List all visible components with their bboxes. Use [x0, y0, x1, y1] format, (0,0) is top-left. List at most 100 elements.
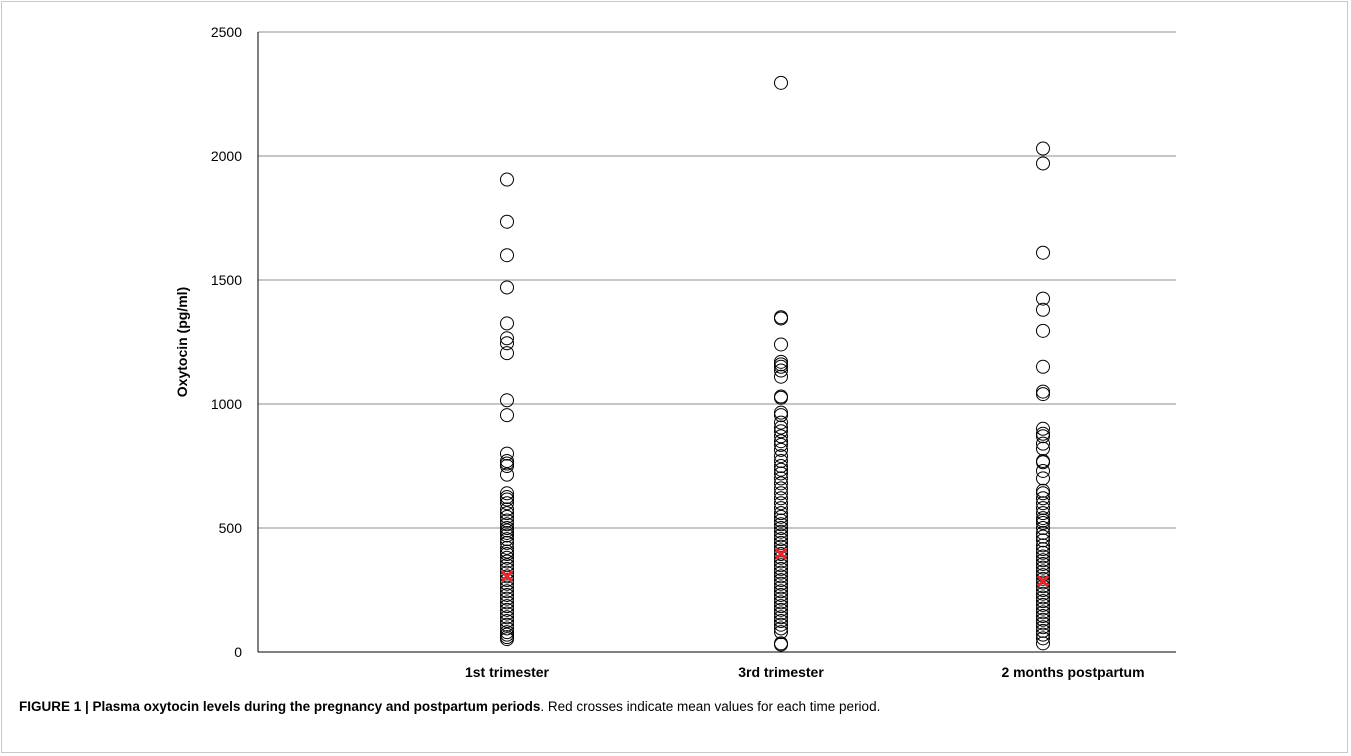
data-point	[774, 584, 788, 599]
data-point	[500, 569, 514, 584]
data-point	[500, 550, 514, 565]
data-point	[1036, 501, 1050, 516]
data-point	[1036, 454, 1050, 469]
data-point	[1036, 623, 1050, 638]
data-point	[500, 467, 514, 482]
data-point	[500, 408, 514, 423]
data-point	[1036, 516, 1050, 531]
data-point	[774, 462, 788, 477]
data-point	[774, 535, 788, 550]
data-point	[500, 595, 514, 610]
caption-bold: FIGURE 1 | Plasma oxytocin levels during…	[19, 699, 541, 714]
data-point	[1036, 583, 1050, 597]
data-point	[1036, 496, 1050, 511]
data-point	[774, 617, 788, 632]
data-point	[1036, 455, 1050, 470]
data-point	[774, 434, 788, 449]
data-point	[774, 573, 788, 588]
data-point	[774, 591, 788, 606]
data-point	[1036, 542, 1050, 557]
data-point	[500, 558, 514, 573]
data-point	[1036, 590, 1050, 605]
data-point	[774, 369, 788, 384]
data-points	[500, 75, 1050, 652]
data-point	[774, 466, 788, 481]
mean-marker	[774, 547, 788, 561]
data-point	[1036, 549, 1050, 564]
data-point	[500, 535, 514, 550]
data-point	[1036, 571, 1050, 586]
data-point	[1036, 631, 1050, 646]
x-category-labels: 1st trimester 3rd trimester 2 months postp…	[465, 664, 1145, 680]
data-point	[774, 565, 788, 580]
data-point	[500, 496, 514, 511]
data-point	[774, 524, 788, 539]
data-point	[500, 591, 514, 606]
data-point	[500, 393, 514, 408]
data-point	[1036, 291, 1050, 306]
data-point	[500, 509, 514, 524]
data-point	[1036, 513, 1050, 528]
data-point	[500, 540, 514, 555]
data-point	[1036, 387, 1050, 402]
data-point	[1036, 245, 1050, 260]
data-point	[774, 602, 788, 617]
scatter-chart: 0 500 1000 1500 2000 2500 1st trimester 3rd tr…	[174, 24, 1176, 680]
data-point	[774, 599, 788, 614]
data-point	[1036, 612, 1050, 627]
data-point	[1036, 601, 1050, 616]
data-point	[1036, 521, 1050, 535]
data-point	[500, 621, 514, 636]
data-point	[500, 610, 514, 625]
mean-markers	[500, 547, 1050, 588]
data-point	[1036, 620, 1050, 635]
data-point	[1036, 560, 1050, 575]
data-point	[500, 554, 514, 569]
y-tick-label: 1500	[211, 272, 242, 288]
data-point	[500, 248, 514, 263]
data-point	[500, 602, 514, 617]
data-point	[774, 476, 788, 491]
data-point	[500, 446, 514, 461]
x-category-label: 1st trimester	[465, 664, 550, 680]
data-point	[774, 311, 788, 326]
data-point	[500, 280, 514, 295]
data-point	[1036, 594, 1050, 609]
data-point	[500, 316, 514, 331]
data-point	[500, 532, 514, 547]
data-point	[1036, 525, 1050, 540]
y-tick-label: 1000	[211, 396, 242, 412]
data-point	[500, 632, 514, 647]
data-point	[500, 517, 514, 532]
data-point	[774, 517, 788, 532]
data-point	[774, 363, 788, 378]
data-point	[1036, 471, 1050, 486]
data-point	[774, 547, 788, 562]
y-tick-label: 2500	[211, 24, 242, 40]
data-point	[774, 637, 788, 652]
data-point	[774, 614, 788, 628]
data-point	[1036, 597, 1050, 612]
data-point	[1036, 636, 1050, 651]
data-point	[1036, 533, 1050, 548]
data-point	[1036, 429, 1050, 444]
data-point	[1036, 359, 1050, 374]
data-point	[1036, 564, 1050, 579]
data-point	[1036, 421, 1050, 436]
data-point	[774, 558, 788, 573]
data-point	[500, 502, 514, 517]
data-point	[1036, 156, 1050, 171]
data-point	[774, 429, 788, 444]
data-point	[774, 420, 788, 435]
data-point	[1036, 538, 1050, 553]
data-point	[774, 405, 788, 420]
data-point	[1036, 506, 1050, 521]
data-point	[1036, 556, 1050, 571]
data-point	[500, 486, 514, 501]
data-point	[774, 390, 788, 405]
data-point	[1036, 486, 1050, 501]
y-axis-title: Oxytocin (pg/ml)	[174, 287, 190, 397]
data-point	[774, 610, 788, 625]
data-point	[1036, 441, 1050, 456]
